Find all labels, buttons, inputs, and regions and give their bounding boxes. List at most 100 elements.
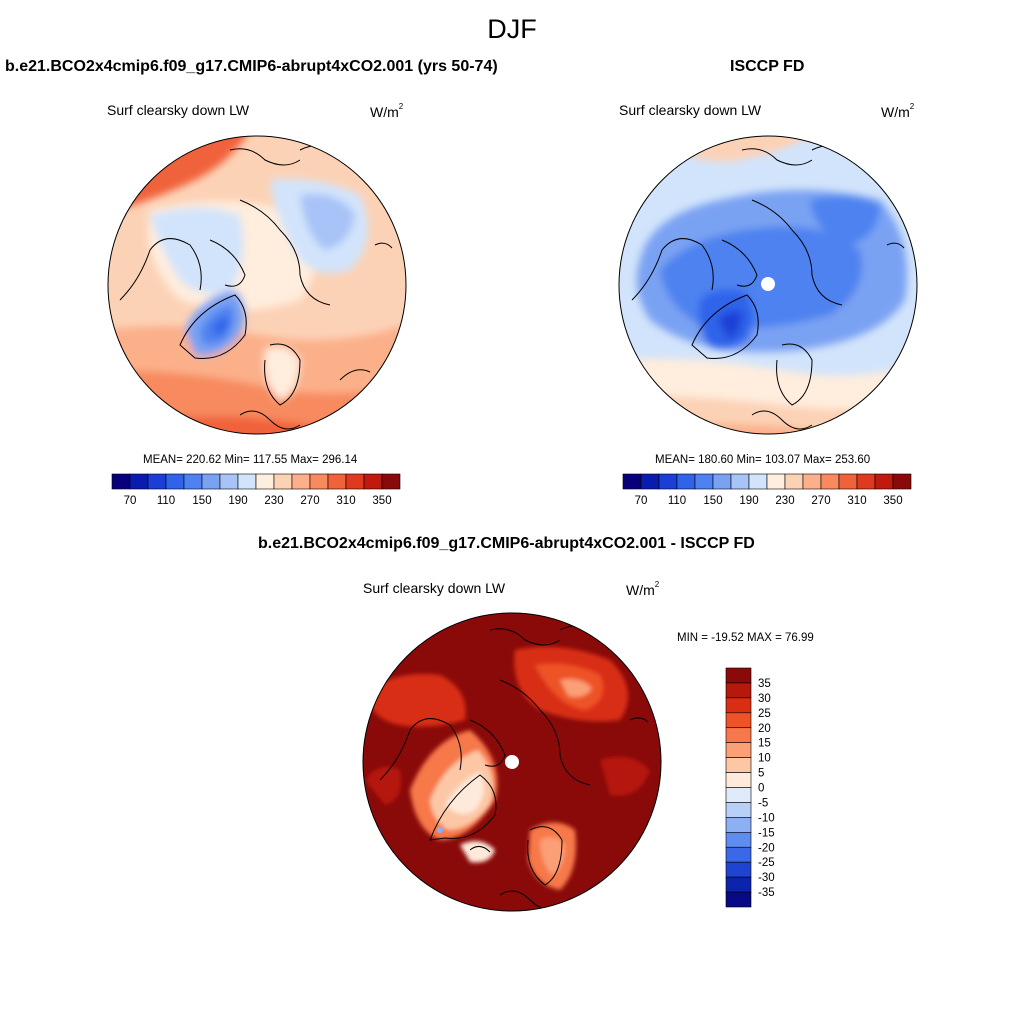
diff-map (363, 613, 661, 911)
cbar-diff-tick-label: -25 (758, 857, 775, 869)
cbar-left-tick-label: 110 (157, 495, 175, 507)
cbar-left-swatch (111, 473, 131, 490)
left-map-border (107, 135, 407, 435)
cbar-right-swatch (622, 473, 642, 490)
cbar-diff-tick-label: -15 (758, 827, 775, 839)
left-units-base: W/m (370, 104, 399, 120)
cbar-right-swatch (802, 473, 822, 490)
right-map (619, 136, 917, 434)
cbar-right-tick-label: 350 (883, 495, 902, 507)
cbar-diff-swatch (725, 742, 752, 758)
cbar-diff-swatch (725, 787, 752, 803)
cbar-right-swatch (676, 473, 696, 490)
cbar-diff-swatch (725, 802, 752, 818)
cbar-left-tick-label: 70 (124, 495, 137, 507)
cbar-diff-tick-label: -5 (758, 797, 768, 809)
cbar-diff-swatch (725, 727, 752, 743)
cbar-right-swatch (838, 473, 858, 490)
cbar-diff-swatch (725, 667, 752, 684)
cbar-left-swatch (255, 473, 275, 490)
right-units-base: W/m (881, 104, 910, 120)
cbar-diff-tick-label: 10 (758, 753, 771, 765)
cbar-diff-tick-label: 15 (758, 738, 771, 750)
cbar-diff-tick-label: 20 (758, 723, 771, 735)
cbar-right-tick-label: 190 (739, 495, 758, 507)
cbar-right-swatch (712, 473, 732, 490)
cbar-left-swatch (309, 473, 329, 490)
cbar-right-tick-label: 270 (811, 495, 830, 507)
cbar-left-tick-label: 150 (192, 495, 211, 507)
cbar-diff-tick-label: 30 (758, 693, 771, 705)
cbar-left-swatch (327, 473, 347, 490)
cbar-diff-tick-label: -30 (758, 872, 775, 884)
cbar-left-tick-label: 350 (372, 495, 391, 507)
left-units-label: W/m2 (370, 102, 404, 120)
left-panel-title: b.e21.BCO2x4cmip6.f09_g17.CMIP6-abrupt4x… (5, 58, 498, 75)
cbar-left-swatch (183, 473, 203, 490)
right-units-exp: 2 (909, 102, 915, 112)
cbar-left-tick-label: 190 (228, 495, 247, 507)
cbar-diff-tick-label: -10 (758, 812, 775, 824)
right-stats: MEAN= 180.60 Min= 103.07 Max= 253.60 (655, 454, 871, 466)
cbar-left-swatch (363, 473, 383, 490)
cbar-diff-swatch (725, 876, 752, 893)
cbar-right-swatch (748, 473, 768, 490)
cbar-right-swatch (874, 473, 894, 490)
cbar-right-tick-label: 110 (668, 495, 686, 507)
cbar-left-tick-label: 230 (264, 495, 283, 507)
diff-panel-title: b.e21.BCO2x4cmip6.f09_g17.CMIP6-abrupt4x… (258, 535, 755, 552)
cbar-right-swatch (766, 473, 786, 490)
cbar-diff-tick-label: 35 (758, 678, 771, 690)
right-units-label: W/m2 (881, 102, 915, 120)
cbar-left-swatch (201, 473, 221, 490)
cbar-diff-swatch (725, 712, 752, 729)
cbar-left-swatch (273, 473, 293, 490)
left-colorbar: 70 110 150 190 230 270 310 350 (111, 473, 401, 507)
main-title: DJF (487, 14, 537, 44)
cbar-diff-tick-label: 0 (758, 783, 764, 795)
cbar-right-tick-label: 70 (635, 495, 648, 507)
diff-variable-label: Surf clearsky down LW (363, 580, 506, 596)
left-units-exp: 2 (398, 102, 404, 112)
cbar-right-tick-label: 230 (775, 495, 794, 507)
diff-units-base: W/m (626, 582, 655, 598)
left-variable-label: Surf clearsky down LW (107, 102, 250, 118)
cbar-right-swatch (892, 473, 912, 490)
cbar-right-tick-label: 310 (847, 495, 866, 507)
cbar-right-swatch (694, 473, 714, 490)
diff-units-exp: 2 (654, 580, 660, 590)
right-map-border (618, 135, 918, 435)
cbar-left-swatch (291, 473, 311, 490)
cbar-diff-swatch (725, 772, 752, 788)
cbar-diff-swatch (725, 846, 752, 863)
right-variable-label: Surf clearsky down LW (619, 102, 762, 118)
diff-minmax: MIN = -19.52 MAX = 76.99 (677, 632, 814, 644)
cbar-right-swatch (784, 473, 804, 490)
cbar-diff-tick-label: 5 (758, 768, 764, 780)
cbar-diff-swatch (725, 757, 752, 773)
left-map (108, 136, 406, 434)
cbar-diff-swatch (725, 891, 752, 908)
cbar-left-swatch (147, 473, 167, 490)
cbar-left-swatch (237, 473, 257, 490)
cbar-right-swatch (730, 473, 750, 490)
cbar-diff-swatch (725, 861, 752, 878)
cbar-right-swatch (658, 473, 678, 490)
cbar-diff-swatch (725, 682, 752, 699)
cbar-diff-tick-label: 25 (758, 708, 771, 720)
cbar-left-tick-label: 310 (336, 495, 355, 507)
cbar-right-swatch (856, 473, 876, 490)
cbar-right-tick-label: 150 (703, 495, 722, 507)
right-colorbar: 70 110 150 190 230 270 310 350 (622, 473, 912, 507)
cbar-right-swatch (820, 473, 840, 490)
cbar-left-swatch (219, 473, 239, 490)
right-panel-title: ISCCP FD (730, 58, 805, 75)
cbar-diff-tick-label: -20 (758, 842, 775, 854)
cbar-left-tick-label: 270 (300, 495, 319, 507)
left-stats: MEAN= 220.62 Min= 117.55 Max= 296.14 (143, 454, 358, 466)
cbar-diff-swatch (725, 697, 752, 714)
cbar-diff-tick-label: -35 (758, 887, 775, 899)
cbar-left-swatch (165, 473, 185, 490)
diff-map-border (362, 612, 662, 912)
